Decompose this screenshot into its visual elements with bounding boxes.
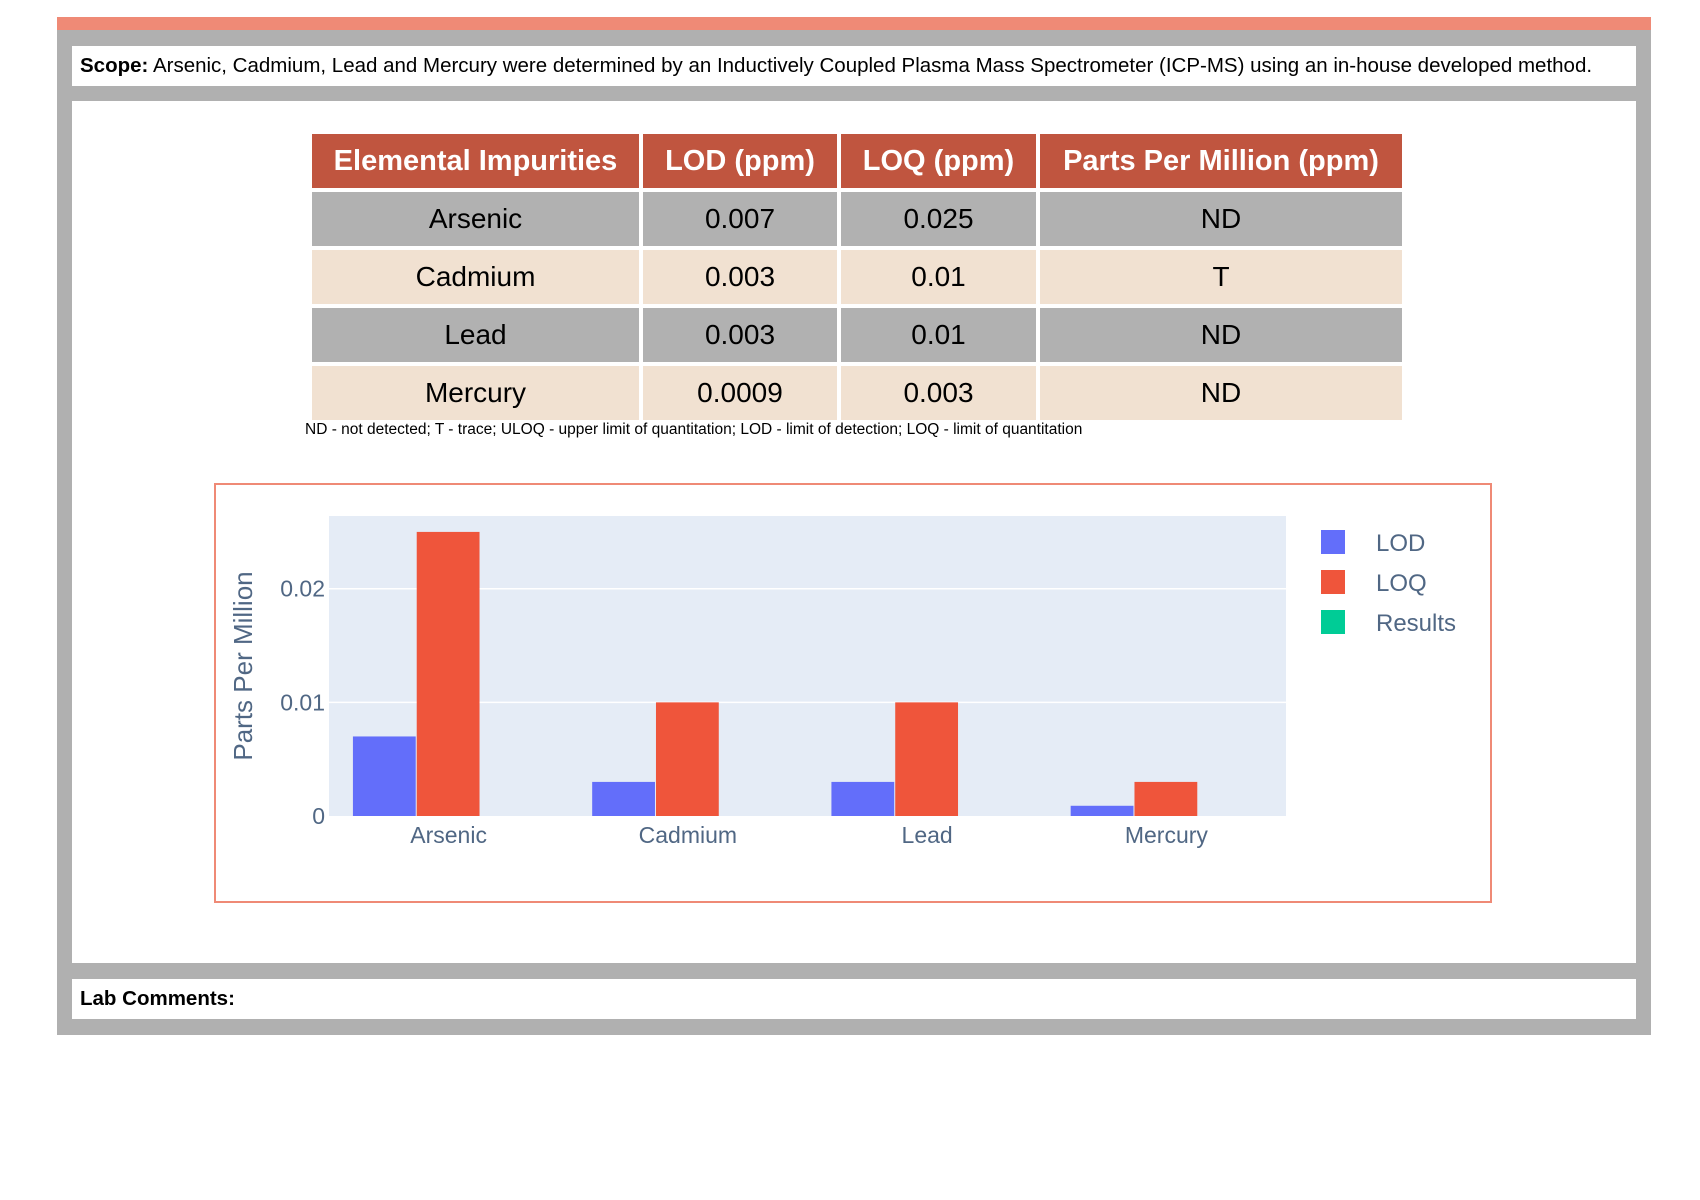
bar-lod xyxy=(592,781,655,816)
bar-lod xyxy=(352,736,416,816)
x-tick-label: Cadmium xyxy=(639,822,737,848)
legend-swatch xyxy=(1321,570,1345,594)
element-cell: Arsenic xyxy=(312,192,639,246)
plot-area xyxy=(329,516,1286,816)
table-header-row: Elemental Impurities LOD (ppm) LOQ (ppm)… xyxy=(312,134,1402,188)
table-row: Arsenic 0.007 0.025 ND xyxy=(312,192,1402,246)
bar-loq xyxy=(1134,781,1198,816)
table-footnote: ND - not detected; T - trace; ULOQ - upp… xyxy=(305,421,1083,438)
column-header: LOD (ppm) xyxy=(643,134,837,188)
result-cell: T xyxy=(1040,250,1402,304)
results-section: Elemental Impurities LOD (ppm) LOQ (ppm)… xyxy=(72,101,1636,963)
lab-comments-section: Lab Comments: xyxy=(72,979,1636,1019)
loq-cell: 0.01 xyxy=(841,308,1036,362)
table-row: Mercury 0.0009 0.003 ND xyxy=(312,366,1402,420)
y-axis-label: Parts Per Million xyxy=(228,571,258,760)
bar-lod xyxy=(831,781,895,816)
result-cell: ND xyxy=(1040,308,1402,362)
scope-section: Scope: Arsenic, Cadmium, Lead and Mercur… xyxy=(72,46,1636,86)
element-cell: Lead xyxy=(312,308,639,362)
bar-loq xyxy=(416,531,480,816)
bar-loq xyxy=(655,702,719,816)
lod-cell: 0.003 xyxy=(643,250,837,304)
bar-loq xyxy=(895,702,959,816)
bar-chart: 0 0.01 0.02 Arsenic Cadmium Lead Mercury Parts … xyxy=(228,516,1456,848)
element-cell: Cadmium xyxy=(312,250,639,304)
legend-label: Results xyxy=(1376,610,1456,637)
lod-cell: 0.007 xyxy=(643,192,837,246)
loq-cell: 0.01 xyxy=(841,250,1036,304)
column-header: Parts Per Million (ppm) xyxy=(1040,134,1402,188)
loq-cell: 0.003 xyxy=(841,366,1036,420)
results-table: Elemental Impurities LOD (ppm) LOQ (ppm)… xyxy=(308,130,1406,424)
y-tick-label: 0.02 xyxy=(280,576,325,602)
x-tick-label: Mercury xyxy=(1125,822,1209,848)
header-accent-bar xyxy=(57,17,1651,30)
x-tick-label: Arsenic xyxy=(410,822,487,848)
x-tick-label: Lead xyxy=(902,822,953,848)
column-header: LOQ (ppm) xyxy=(841,134,1036,188)
legend-label: LOD xyxy=(1376,530,1425,557)
lod-cell: 0.0009 xyxy=(643,366,837,420)
y-tick-label: 0.01 xyxy=(280,689,325,715)
table-row: Lead 0.003 0.01 ND xyxy=(312,308,1402,362)
element-cell: Mercury xyxy=(312,366,639,420)
lod-cell: 0.003 xyxy=(643,308,837,362)
lab-comments-label: Lab Comments: xyxy=(80,987,235,1010)
bar-lod xyxy=(1070,805,1134,816)
result-cell: ND xyxy=(1040,366,1402,420)
loq-cell: 0.025 xyxy=(841,192,1036,246)
column-header: Elemental Impurities xyxy=(312,134,639,188)
y-tick-label: 0 xyxy=(312,803,325,829)
scope-label: Scope: xyxy=(80,54,149,77)
chart-container: 0 0.01 0.02 Arsenic Cadmium Lead Mercury Parts … xyxy=(214,483,1492,903)
table-row: Cadmium 0.003 0.01 T xyxy=(312,250,1402,304)
result-cell: ND xyxy=(1040,192,1402,246)
legend-label: LOQ xyxy=(1376,570,1427,597)
scope-text: Arsenic, Cadmium, Lead and Mercury were … xyxy=(152,54,1593,77)
legend-swatch xyxy=(1321,610,1345,634)
legend-swatch xyxy=(1321,530,1345,554)
